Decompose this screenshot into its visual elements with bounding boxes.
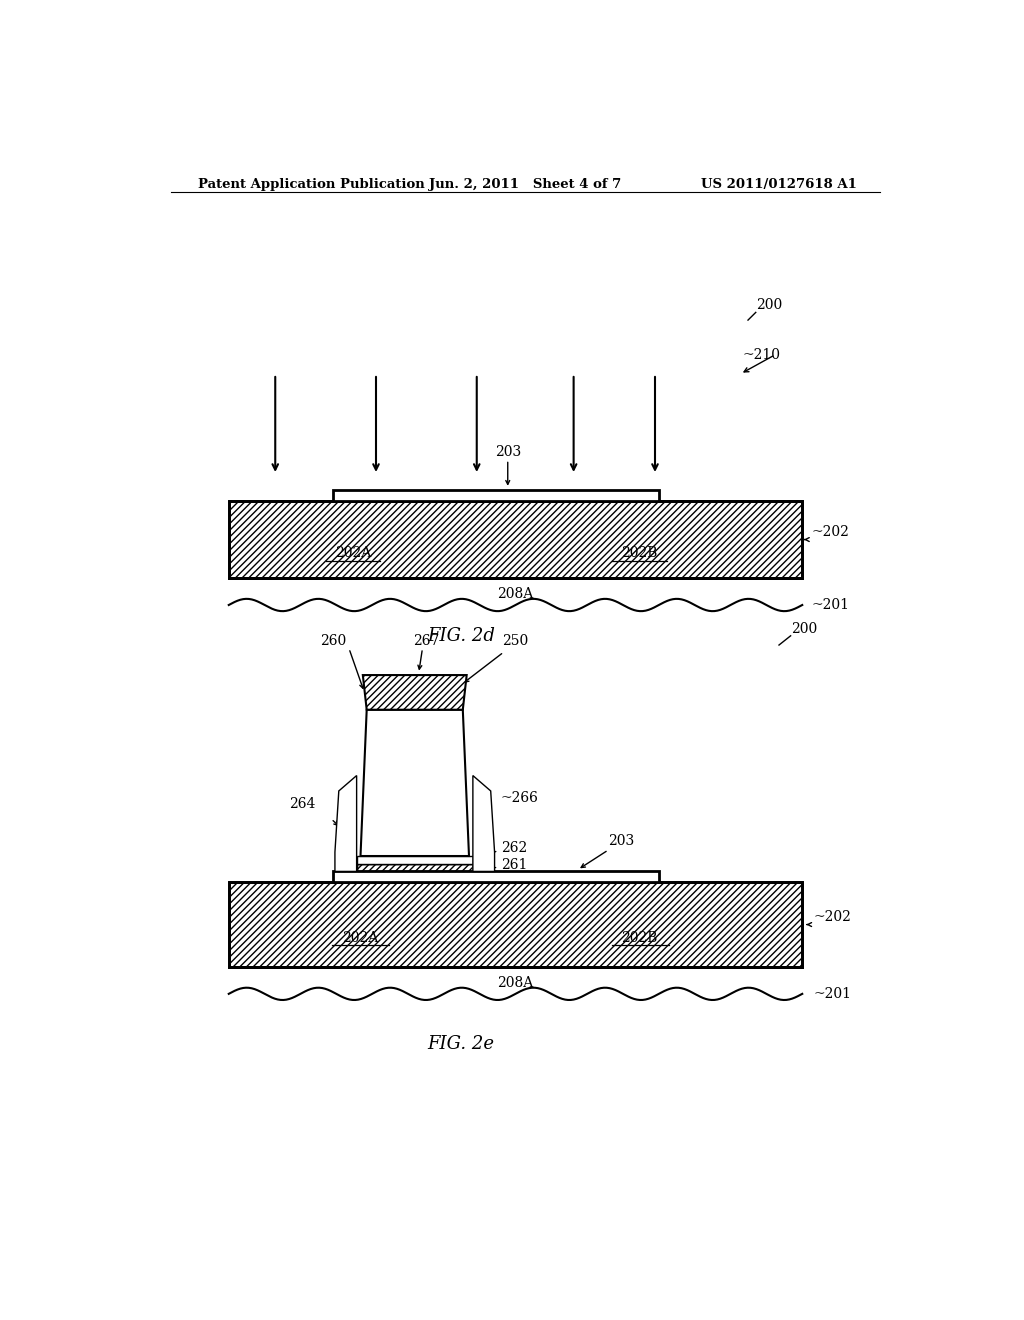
Polygon shape xyxy=(360,710,469,857)
Bar xyxy=(228,502,802,578)
Text: 200: 200 xyxy=(756,298,782,313)
Bar xyxy=(228,882,802,966)
Text: 250: 250 xyxy=(503,634,528,648)
Text: Jun. 2, 2011   Sheet 4 of 7: Jun. 2, 2011 Sheet 4 of 7 xyxy=(429,178,621,190)
Polygon shape xyxy=(335,776,356,871)
Text: ~202: ~202 xyxy=(812,525,850,539)
Text: ~201: ~201 xyxy=(814,987,852,1001)
Text: Patent Application Publication: Patent Application Publication xyxy=(198,178,425,190)
Bar xyxy=(228,882,802,966)
Text: 265: 265 xyxy=(397,779,424,793)
Text: 202B: 202B xyxy=(622,931,657,945)
Bar xyxy=(356,857,473,863)
Text: FIG. 2d: FIG. 2d xyxy=(427,627,496,644)
Bar xyxy=(228,502,802,578)
Text: US 2011/0127618 A1: US 2011/0127618 A1 xyxy=(700,178,856,190)
Bar xyxy=(356,863,473,871)
Bar xyxy=(356,863,473,871)
Text: ~202: ~202 xyxy=(814,909,852,924)
Text: 203: 203 xyxy=(608,834,635,849)
Text: 208A: 208A xyxy=(498,977,534,990)
Text: 203: 203 xyxy=(495,445,521,459)
Text: 260: 260 xyxy=(321,634,346,648)
Text: 202A: 202A xyxy=(342,931,379,945)
Polygon shape xyxy=(473,776,495,871)
Bar xyxy=(334,871,658,882)
Text: 267: 267 xyxy=(414,634,439,648)
Text: 262: 262 xyxy=(501,841,527,855)
Text: ~201: ~201 xyxy=(812,598,850,612)
Polygon shape xyxy=(362,675,467,710)
Bar xyxy=(334,490,658,502)
Text: ~266: ~266 xyxy=(501,791,539,804)
Text: 264: 264 xyxy=(289,797,315,812)
Text: 202A: 202A xyxy=(335,546,371,561)
Text: 202B: 202B xyxy=(622,546,657,561)
Text: ~210: ~210 xyxy=(742,347,780,362)
Text: 200: 200 xyxy=(791,622,817,636)
Text: 208A: 208A xyxy=(498,587,534,602)
Text: FIG. 2e: FIG. 2e xyxy=(428,1035,495,1053)
Text: 261: 261 xyxy=(501,858,527,873)
